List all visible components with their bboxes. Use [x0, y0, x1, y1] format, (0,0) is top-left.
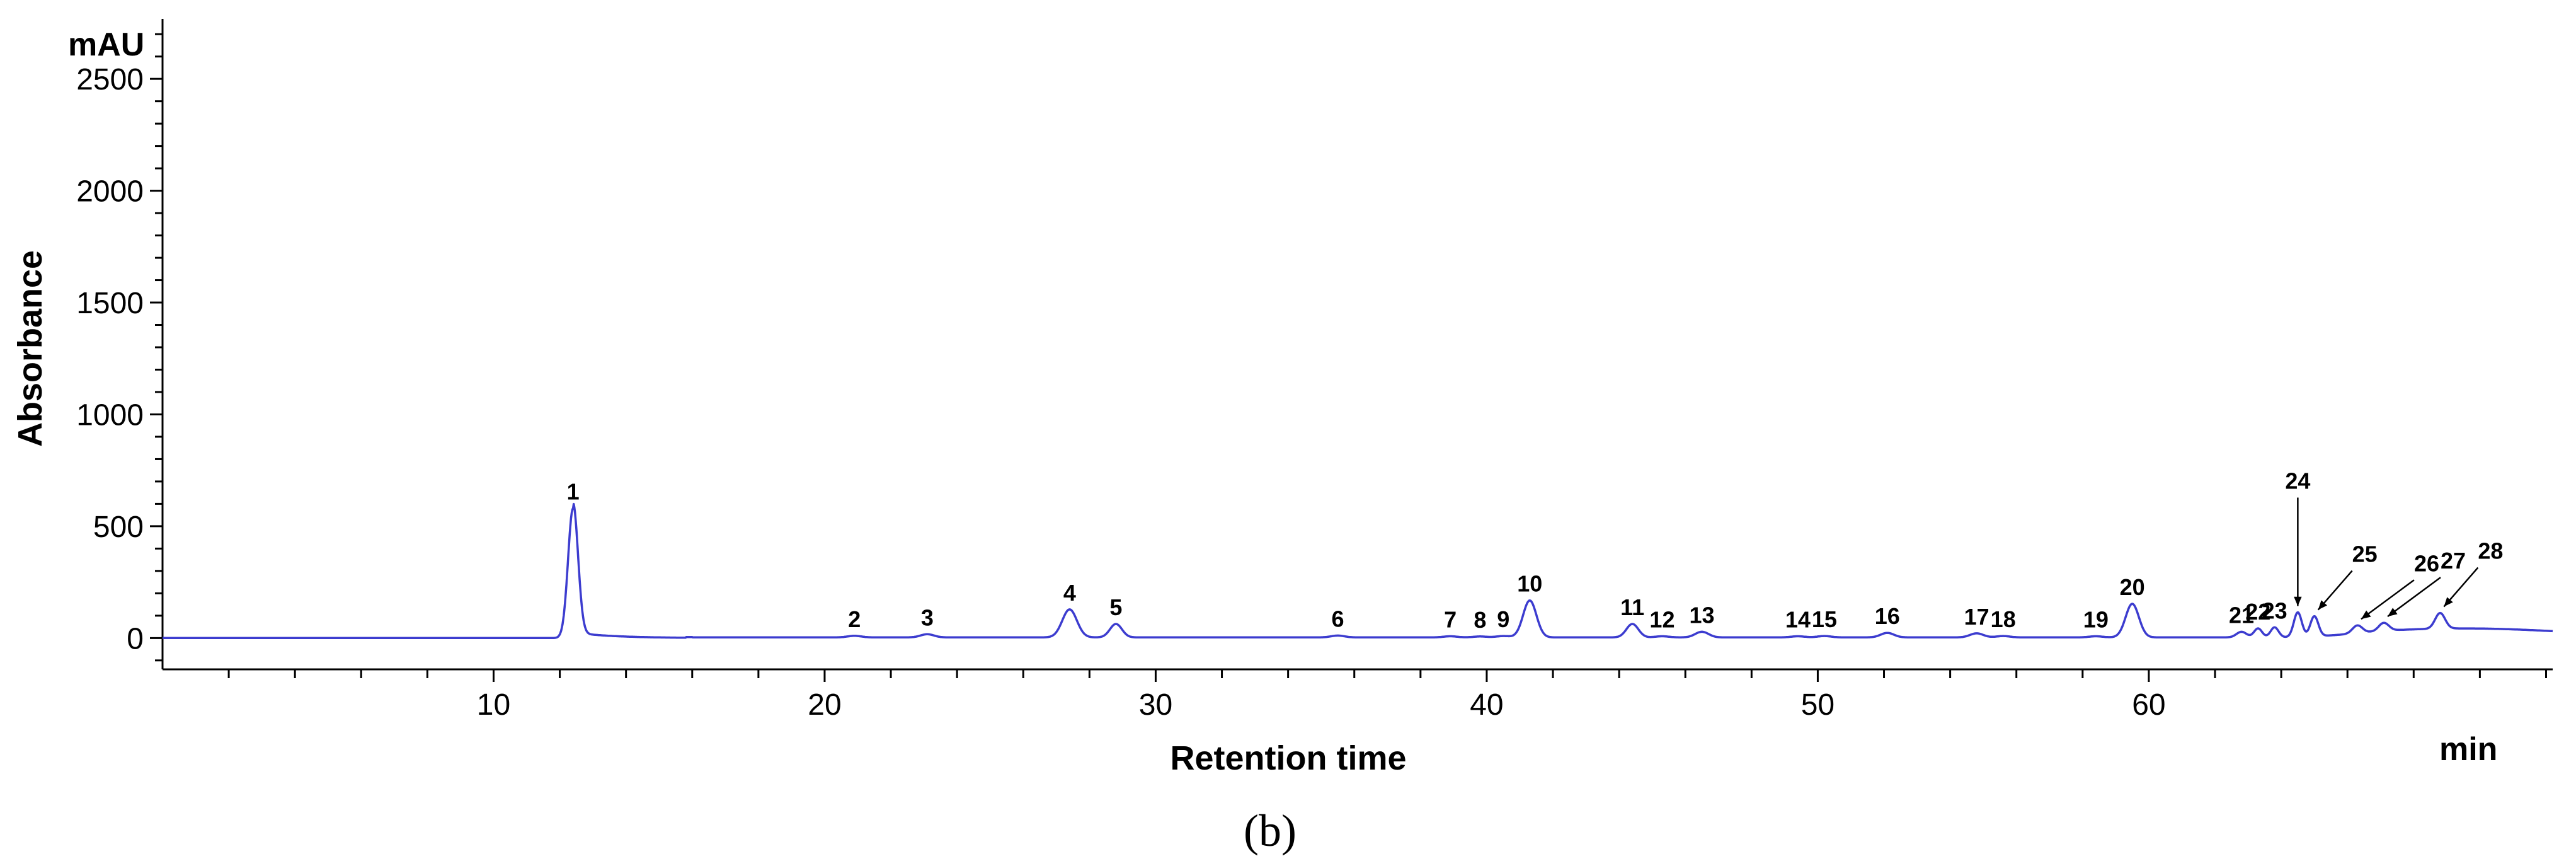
peak-arrow-head [2318, 600, 2328, 610]
tick-labels: 10 20 30 40 50 60 0 500 1000 1500 2000 2500 [76, 63, 2165, 722]
x-tick-label: 10 [477, 688, 510, 722]
panel-label: (b) [1244, 805, 1297, 856]
peak-label: 27 [2441, 548, 2466, 574]
x-axis-title: Retention time [1170, 739, 1406, 777]
x-tick-label: 40 [1470, 688, 1503, 722]
peak-label: 13 [1689, 602, 1714, 628]
peak-label: 26 [2414, 550, 2439, 576]
peak-label: 12 [1649, 606, 1674, 632]
peak-arrow [2387, 577, 2441, 618]
x-tick-label: 20 [808, 688, 841, 722]
peak-label: 23 [2262, 598, 2287, 623]
chromatogram-trace [162, 502, 2553, 640]
peak-label: 21 [2229, 602, 2254, 628]
y-tick-label: 500 [93, 511, 144, 544]
peak-label: 6 [1331, 606, 1344, 632]
y-tick-label: 0 [127, 622, 144, 655]
peak-label: 9 [1497, 606, 1509, 632]
peak-arrow-head [2294, 596, 2302, 606]
y-tick-label: 2500 [76, 63, 144, 96]
peak-label: 10 [1517, 571, 1542, 597]
peak-label: 22 [2245, 599, 2270, 625]
peak-arrow-head [2444, 597, 2453, 607]
y-axis-title: Absorbance [11, 250, 49, 447]
y-tick-label: 1000 [76, 398, 144, 432]
peak-label: 4 [1063, 580, 1076, 606]
peak-label: 1 [567, 479, 580, 505]
peak-label: 15 [1812, 606, 1837, 632]
peak-label: 20 [2120, 574, 2145, 600]
peak-label: 3 [921, 604, 934, 630]
peak-label: 24 [2285, 468, 2310, 494]
y-unit-label: mAU [68, 26, 144, 63]
x-tick-label: 60 [2132, 688, 2165, 722]
peak-label: 5 [1109, 594, 1122, 620]
peak-label: 2 [848, 606, 861, 632]
peak-label: 7 [1444, 606, 1457, 632]
peak-arrow-head [2361, 610, 2371, 620]
peak-label: 28 [2478, 538, 2503, 564]
y-tick-label: 1500 [76, 287, 144, 320]
peak-label: 25 [2352, 541, 2378, 567]
peak-label: 8 [1474, 607, 1486, 633]
peak-label: 16 [1875, 603, 1900, 629]
y-tick-label: 2000 [76, 175, 144, 209]
peak-arrow-head [2388, 608, 2398, 617]
peak-label: 17 [1964, 604, 1989, 630]
peak-arrow [2361, 579, 2415, 620]
x-tick-label: 50 [1801, 688, 1835, 722]
x-tick-label: 30 [1139, 688, 1172, 722]
peak-arrows [2294, 497, 2479, 620]
peak-label: 19 [2083, 606, 2109, 632]
peak-label: 11 [1620, 594, 1644, 620]
x-unit-label: min [2439, 731, 2497, 768]
peak-label: 18 [1991, 606, 2016, 632]
peak-label: 14 [1785, 606, 1811, 632]
tick-marks [150, 33, 2547, 682]
axes [161, 19, 2553, 671]
